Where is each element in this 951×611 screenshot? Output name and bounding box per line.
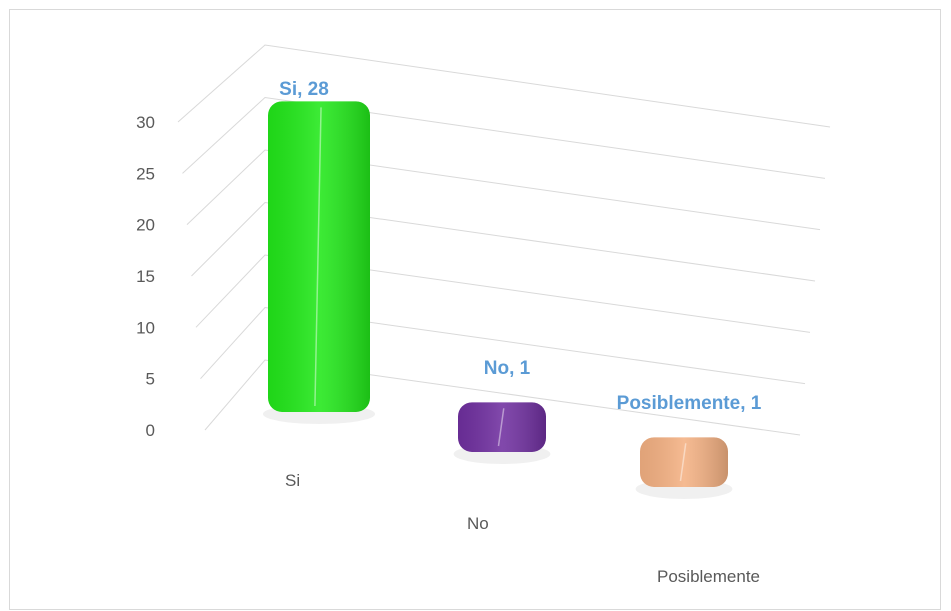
bar-edge bbox=[679, 443, 687, 482]
grid-line bbox=[186, 149, 821, 231]
grid-line bbox=[177, 44, 831, 128]
grid-line bbox=[191, 201, 816, 282]
y-tick-label: 0 bbox=[146, 421, 155, 440]
y-tick-label: 25 bbox=[136, 164, 155, 183]
bar-shade bbox=[268, 101, 370, 412]
bar-edge bbox=[497, 408, 505, 447]
bar-edge bbox=[314, 107, 322, 407]
grid-line bbox=[182, 96, 826, 179]
data-label: Posiblemente, 1 bbox=[616, 393, 762, 415]
y-tick-label: 10 bbox=[136, 318, 155, 337]
y-tick-label: 20 bbox=[136, 216, 155, 235]
chart-border bbox=[9, 9, 941, 610]
grid-line bbox=[200, 306, 806, 385]
x-tick-label: Si bbox=[285, 471, 300, 490]
data-label: No, 1 bbox=[483, 358, 531, 380]
data-label: Si, 28 bbox=[279, 79, 329, 101]
y-tick-label: 30 bbox=[136, 113, 155, 132]
grid-line bbox=[204, 359, 801, 436]
x-tick-label: No bbox=[467, 514, 489, 533]
bar-shade bbox=[458, 402, 546, 452]
grid-line bbox=[195, 254, 811, 333]
y-tick-label: 5 bbox=[146, 370, 155, 389]
x-tick-label: Posiblemente bbox=[657, 567, 760, 586]
y-tick-label: 15 bbox=[136, 267, 155, 286]
bar-shade bbox=[640, 437, 728, 487]
